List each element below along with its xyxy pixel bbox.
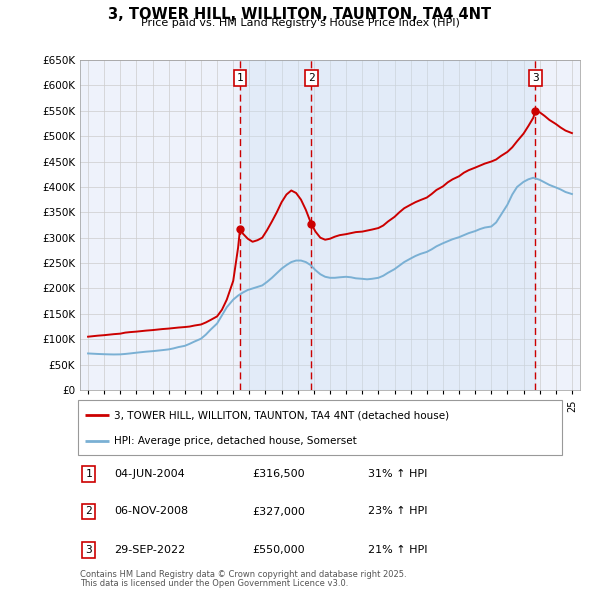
- Bar: [240, 60, 311, 390]
- Text: This data is licensed under the Open Government Licence v3.0.: This data is licensed under the Open Gov…: [80, 579, 349, 588]
- Text: 21% ↑ HPI: 21% ↑ HPI: [368, 545, 428, 555]
- Text: 1: 1: [236, 73, 244, 83]
- Text: 29-SEP-2022: 29-SEP-2022: [114, 545, 185, 555]
- Text: Price paid vs. HM Land Registry's House Price Index (HPI): Price paid vs. HM Land Registry's House …: [140, 18, 460, 28]
- Text: £550,000: £550,000: [252, 545, 305, 555]
- Text: 3, TOWER HILL, WILLITON, TAUNTON, TA4 4NT (detached house): 3, TOWER HILL, WILLITON, TAUNTON, TA4 4N…: [114, 411, 449, 421]
- Text: 2: 2: [308, 73, 314, 83]
- Text: 31% ↑ HPI: 31% ↑ HPI: [368, 469, 428, 479]
- Text: HPI: Average price, detached house, Somerset: HPI: Average price, detached house, Some…: [114, 436, 357, 446]
- Text: 3: 3: [85, 545, 92, 555]
- Text: 3, TOWER HILL, WILLITON, TAUNTON, TA4 4NT: 3, TOWER HILL, WILLITON, TAUNTON, TA4 4N…: [109, 7, 491, 22]
- Bar: [311, 60, 535, 390]
- Text: 06-NOV-2008: 06-NOV-2008: [114, 506, 188, 516]
- Text: 04-JUN-2004: 04-JUN-2004: [114, 469, 185, 479]
- FancyBboxPatch shape: [78, 400, 562, 455]
- Text: 23% ↑ HPI: 23% ↑ HPI: [368, 506, 428, 516]
- Text: £327,000: £327,000: [252, 506, 305, 516]
- Text: Contains HM Land Registry data © Crown copyright and database right 2025.: Contains HM Land Registry data © Crown c…: [80, 571, 407, 579]
- Text: £316,500: £316,500: [252, 469, 305, 479]
- Text: 2: 2: [85, 506, 92, 516]
- Text: 3: 3: [532, 73, 539, 83]
- Text: 1: 1: [85, 469, 92, 479]
